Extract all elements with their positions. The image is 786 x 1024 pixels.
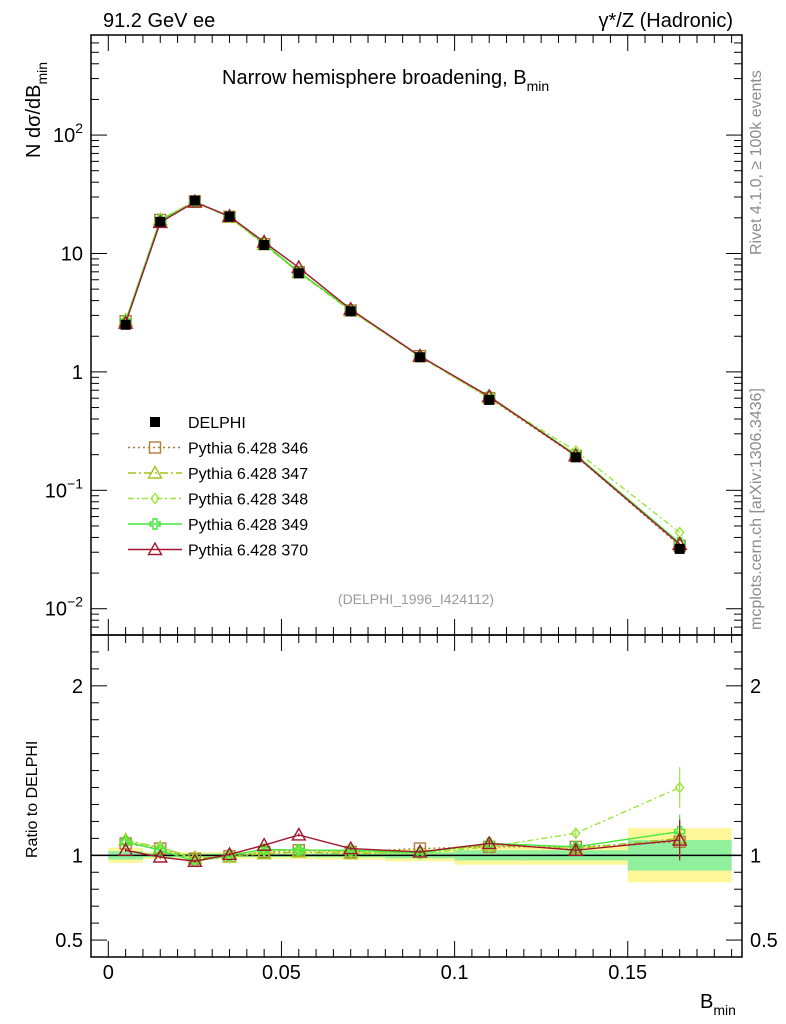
ratio-y-label: Ratio to DELPHI [24,741,41,858]
ratio-marker [414,847,426,859]
data-point [414,352,425,363]
header-left: 91.2 GeV ee [103,10,215,32]
ratio-line [125,786,680,861]
data-point [674,543,685,554]
header-right: γ*/Z (Hadronic) [599,10,733,32]
svg-text:Rivet 4.1.0, ≥ 100k events: Rivet 4.1.0, ≥ 100k events [748,70,765,255]
x-tick-label: 0.15 [608,962,647,984]
ratio-marker [671,832,688,846]
ratio-marker [568,842,584,856]
ratio-series-5 [117,819,688,867]
ratio-marker [481,835,497,850]
data-point [224,211,235,222]
svg-text:mcplots.cern.ch [arXiv:1306.34: mcplots.cern.ch [arXiv:1306.3436] [748,388,765,630]
legend-label: DELPHI [188,415,246,432]
ratio-y-tick-label: 2 [72,676,83,698]
ratio-y-tick-label: 0.5 [55,930,83,952]
ratio-series-lines [117,767,688,867]
legend-marker [147,465,163,479]
ratio-marker [412,844,428,858]
ratio-marker [221,846,238,861]
x-tick-label: 0.1 [441,962,469,984]
ratio-marker [291,827,307,841]
data-point [155,216,166,227]
legend-label: Pythia 6.428 346 [188,441,308,458]
series-line [124,201,681,545]
ratio-y-tick-label: 1 [72,845,83,867]
ratio-marker [343,840,359,855]
main-y-tick-label: 102 [53,120,83,147]
main-y-tick-label: 10−2 [45,594,83,621]
ratio-marker [256,837,272,851]
ratio-y-tick-label-right: 1 [750,845,761,867]
data-point [293,268,304,279]
main-y-tick-label: 1 [72,362,83,384]
delphi-data-points [120,195,685,554]
legend-marker [150,492,160,505]
x-axis-label: Bmin [700,991,736,1018]
ratio-marker [187,853,203,867]
ratio-marker [570,841,582,853]
ratio-marker [674,781,685,794]
data-point [484,394,495,405]
ratio-marker [293,844,305,856]
x-tick-label: 0 [103,962,114,984]
legend-marker [150,417,160,427]
legend-marker [148,441,162,454]
main-y-tick-label: 10−1 [45,475,83,502]
data-point [120,319,131,330]
legend-label: Pythia 6.428 349 [188,517,308,534]
mcplots-label: mcplots.cern.ch [arXiv:1306.3436] [748,388,765,630]
legend-label: Pythia 6.428 370 [188,543,308,560]
ratio-y-tick-label-right: 2 [750,676,761,698]
x-tick-label: 0.05 [262,962,301,984]
main-title: Narrow hemisphere broadening, Bmin [222,67,549,94]
ratio-marker [570,827,581,840]
svg-text:N dσ/dBmin: N dσ/dBmin [23,62,50,158]
data-point [345,306,356,317]
legend-marker [149,518,161,530]
legend-marker [147,541,163,556]
analysis-watermark: (DELPHI_1996_I424112) [338,591,494,607]
main-y-label: N dσ/dBmin [23,62,50,158]
ratio-frame [90,634,743,958]
ratio-y-tick-label-right: 0.5 [750,930,778,952]
data-point [189,195,200,206]
svg-text:Ratio to DELPHI: Ratio to DELPHI [24,741,41,858]
legend-label: Pythia 6.428 348 [188,492,308,509]
axes-frame: 10−2 10−1 1 10 102 0 0.05 0.1 0.15 0.5 0.5 1 1 2 2 [45,34,778,984]
main-y-tick-label: 10 [61,243,83,265]
legend: DELPHI Pythia 6.428 346 Pythia 6.428 347 Py… [128,415,308,560]
ratio-marker [152,849,168,863]
data-point [570,452,581,463]
ratio-marker [117,842,134,856]
rivet-label: Rivet 4.1.0, ≥ 100k events [748,70,765,255]
legend-label: Pythia 6.428 347 [188,466,308,483]
data-point [259,239,270,250]
